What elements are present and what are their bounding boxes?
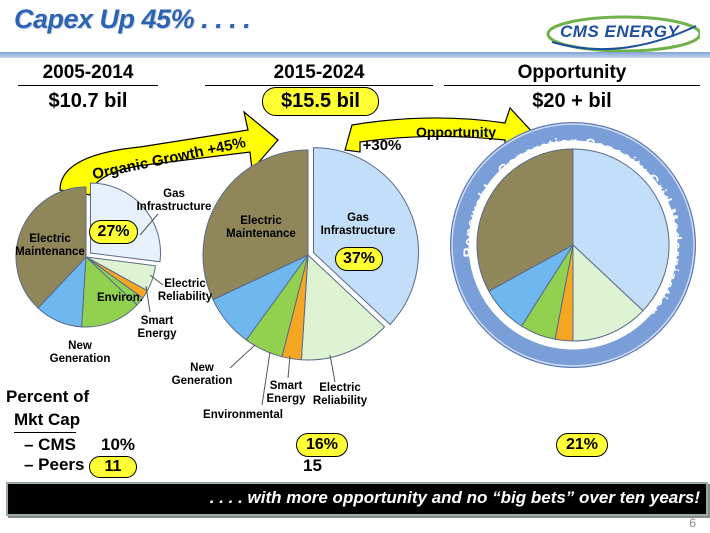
mkt-cap-label-line2: Mkt Cap	[14, 410, 81, 429]
label-electric-maintenance-2015: Electric Maintenance	[226, 215, 296, 240]
pie-slice-2-segment-0	[572, 148, 670, 312]
label-smart-energy-2005: Smart Energy	[137, 315, 177, 340]
pie-slice-2-segment-1	[572, 243, 644, 342]
mkt-cap-cms-2015: 16%	[296, 433, 348, 457]
label-smart-energy-2015: Smart Energy	[266, 380, 306, 405]
mkt-cap-label-line1: Percent of	[6, 387, 90, 406]
pie-slice-0-electric-maintenance-6	[15, 186, 87, 309]
label-gas-infrastructure-2005: Gas Infrastructure	[136, 188, 212, 213]
organic-growth-arrow	[59, 110, 279, 196]
footer-banner: . . . . with more opportunity and no “bi…	[6, 482, 708, 516]
pie-slice-0-environ-4	[81, 255, 138, 328]
slide-title: Capex Up 45% . . . .	[14, 4, 251, 34]
label-electric-reliability-2015: Electric Reliability	[312, 382, 368, 407]
column-period-2015: 2015-2024	[273, 62, 365, 83]
logo-swoosh-icon	[546, 15, 700, 53]
mkt-cap-cms-2005: 10%	[101, 435, 136, 454]
mkt-cap-peers-2015: 15	[303, 456, 322, 475]
label-new-generation-2005: New Generation	[49, 340, 111, 365]
column-period-2005: 2005-2014	[42, 62, 134, 83]
pie-slice-1-electric-reliability-1	[300, 253, 386, 361]
opportunity-arrow-label: Opportunity	[416, 124, 496, 140]
column-underline-2005	[18, 85, 158, 86]
cms-energy-logo: CMS ENERGY	[540, 12, 700, 56]
pie-2015-2024	[202, 147, 419, 361]
label-electric-reliability-2005: Electric Reliability	[157, 278, 213, 303]
footer-text: . . . . with more opportunity and no “bi…	[209, 488, 700, 507]
pie-2005-2014	[15, 182, 161, 328]
column-total-2015-badge: $15.5 bil	[262, 87, 379, 116]
badge-gas-pct-2015: 37%	[335, 247, 383, 271]
pie-slice-2-segment-5	[476, 148, 574, 292]
mkt-cap-peers-2005: 11	[89, 456, 137, 478]
column-total-2005: $10.7 bil	[48, 90, 128, 112]
pie-opportunity	[476, 148, 670, 342]
pie-slice-1-gas-infrastructure-0	[313, 147, 419, 326]
label-new-generation-2015: New Generation	[171, 362, 233, 387]
page-number: 6	[689, 516, 696, 530]
column-period-opportunity: Opportunity	[517, 62, 627, 83]
label-environ-2005: Environ.	[97, 292, 144, 304]
title-bar	[0, 52, 710, 58]
mkt-cap-underline	[14, 432, 76, 433]
label-gas-infrastructure-2015: Gas Infrastructure	[320, 212, 396, 237]
logo-text: CMS ENERGY	[560, 22, 680, 41]
label-electric-maintenance-2005: Electric Maintenance	[15, 233, 85, 258]
column-underline-opportunity	[444, 85, 700, 86]
pie-slice-1-electric-maintenance-5	[202, 149, 309, 301]
column-underline-2015	[205, 85, 433, 86]
label-environmental-2015: Environmental	[203, 409, 283, 421]
mkt-cap-cms-label: – CMS	[24, 435, 76, 454]
mkt-cap-peers-label: – Peers	[24, 455, 85, 474]
opportunity-pct-label: +30%	[363, 137, 402, 154]
mkt-cap-cms-opportunity: 21%	[556, 433, 608, 457]
column-total-opportunity: $20 + bil	[532, 90, 612, 112]
badge-gas-pct-2005: 27%	[89, 220, 138, 244]
